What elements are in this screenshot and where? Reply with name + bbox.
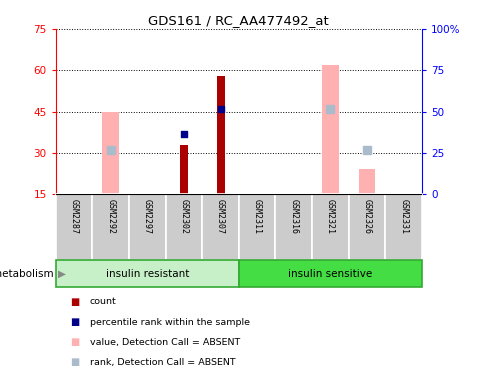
Bar [180,145,188,194]
Text: metabolism: metabolism [0,269,53,279]
Bar [348,194,385,260]
Point [106,147,114,153]
Text: percentile rank within the sample: percentile rank within the sample [90,318,249,326]
Text: GSM2292: GSM2292 [106,199,115,234]
Bar [239,260,421,287]
Bar [102,112,119,194]
Point [363,147,370,153]
Bar [202,194,239,260]
Bar [166,194,202,260]
Bar [239,194,275,260]
Text: GSM2316: GSM2316 [288,199,298,234]
Bar [216,76,224,194]
Bar [358,169,375,194]
Text: ■: ■ [70,317,79,327]
Text: GSM2326: GSM2326 [362,199,371,234]
Text: GSM2307: GSM2307 [215,199,225,234]
Bar [312,194,348,260]
Text: GSM2287: GSM2287 [69,199,78,234]
Title: GDS161 / RC_AA477492_at: GDS161 / RC_AA477492_at [148,14,329,27]
Text: value, Detection Call = ABSENT: value, Detection Call = ABSENT [90,338,240,347]
Text: ■: ■ [70,337,79,347]
Text: ▶: ▶ [58,269,66,279]
Point [216,106,224,112]
Text: insulin sensitive: insulin sensitive [287,269,372,279]
Text: rank, Detection Call = ABSENT: rank, Detection Call = ABSENT [90,358,235,366]
Text: count: count [90,298,116,306]
Text: GSM2311: GSM2311 [252,199,261,234]
Bar [56,194,92,260]
Text: insulin resistant: insulin resistant [106,269,189,279]
Text: GSM2321: GSM2321 [325,199,334,234]
Bar [384,194,421,260]
Text: GSM2331: GSM2331 [398,199,408,234]
Point [326,106,333,112]
Text: GSM2302: GSM2302 [179,199,188,234]
Bar [129,194,166,260]
Bar [56,260,239,287]
Text: GSM2297: GSM2297 [142,199,151,234]
Text: ■: ■ [70,357,79,366]
Bar [92,194,129,260]
Point [180,131,187,137]
Text: ■: ■ [70,297,79,307]
Bar [321,65,338,194]
Bar [275,194,312,260]
